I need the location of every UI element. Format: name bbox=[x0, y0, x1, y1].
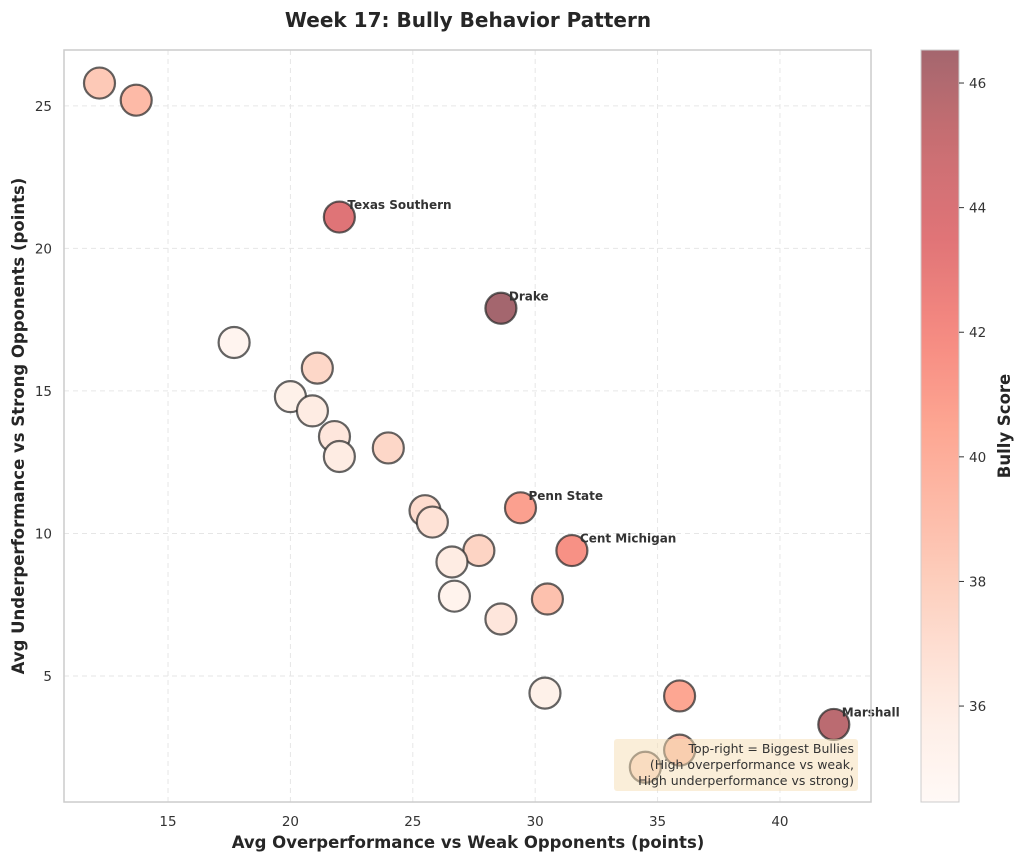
colorbar-tick-label: 36 bbox=[969, 699, 986, 715]
colorbar-tick-label: 40 bbox=[969, 450, 986, 466]
data-point bbox=[437, 579, 472, 613]
data-point bbox=[555, 533, 589, 568]
data-point bbox=[322, 200, 356, 234]
plot-frame bbox=[63, 49, 872, 803]
colorbar-gradient bbox=[920, 49, 960, 803]
data-point bbox=[484, 602, 518, 636]
annotation-background bbox=[614, 739, 858, 791]
annotation-line-3: High underperformance vs strong) bbox=[638, 773, 854, 788]
x-axis-ticks: 15 20 25 30 35 40 bbox=[159, 814, 788, 830]
data-point bbox=[435, 545, 469, 579]
annotation-line-1: Top-right = Biggest Bullies bbox=[687, 741, 854, 756]
annotation-line-2: (High overperformance vs weak, bbox=[650, 757, 854, 772]
colorbar-tick-label: 44 bbox=[969, 201, 986, 217]
x-tick-label: 20 bbox=[282, 814, 299, 830]
x-tick-label: 25 bbox=[404, 814, 421, 830]
grid bbox=[64, 50, 871, 802]
colorbar: 36 38 40 42 44 46 Bully Score bbox=[920, 49, 1014, 803]
x-axis-label: Avg Overperformance vs Weak Opponents (p… bbox=[232, 833, 705, 852]
point-label: Penn State bbox=[528, 489, 603, 503]
point-labels: Texas Southern Drake Penn State Cent Michig… bbox=[347, 198, 899, 719]
data-point bbox=[217, 325, 251, 360]
data-point bbox=[322, 439, 356, 474]
colorbar-ticks: 36 38 40 42 44 46 bbox=[959, 76, 986, 715]
colorbar-label: Bully Score bbox=[995, 374, 1014, 478]
point-label: Cent Michigan bbox=[580, 532, 676, 546]
x-tick-label: 15 bbox=[159, 814, 176, 830]
y-tick-label: 15 bbox=[35, 384, 52, 400]
data-point bbox=[371, 431, 405, 465]
x-tick-label: 35 bbox=[649, 814, 666, 830]
chart-title: Week 17: Bully Behavior Pattern bbox=[285, 8, 651, 32]
x-tick-label: 30 bbox=[527, 814, 544, 830]
y-axis-ticks: 5 10 15 20 25 bbox=[35, 99, 52, 685]
x-tick-label: 40 bbox=[771, 814, 788, 830]
data-point bbox=[528, 676, 562, 710]
y-tick-label: 5 bbox=[43, 669, 52, 685]
data-point bbox=[530, 582, 565, 616]
data-point bbox=[300, 351, 334, 385]
data-point bbox=[119, 83, 153, 117]
colorbar-tick-label: 38 bbox=[969, 574, 986, 590]
y-axis-label: Avg Underperformance vs Strong Opponents… bbox=[9, 178, 28, 675]
point-label: Drake bbox=[509, 289, 549, 303]
data-point bbox=[415, 505, 449, 539]
point-label: Texas Southern bbox=[347, 198, 451, 212]
y-tick-label: 25 bbox=[35, 99, 52, 115]
y-tick-label: 10 bbox=[35, 526, 52, 542]
data-point bbox=[484, 291, 518, 325]
data-point bbox=[662, 679, 697, 713]
y-tick-label: 20 bbox=[35, 241, 52, 257]
annotation-box: Top-right = Biggest Bullies (High overpe… bbox=[614, 739, 858, 791]
data-point bbox=[503, 491, 538, 525]
data-points bbox=[82, 66, 851, 784]
colorbar-tick-label: 42 bbox=[969, 325, 986, 341]
data-point bbox=[82, 66, 117, 100]
data-point bbox=[295, 394, 330, 428]
colorbar-tick-label: 46 bbox=[969, 76, 986, 92]
